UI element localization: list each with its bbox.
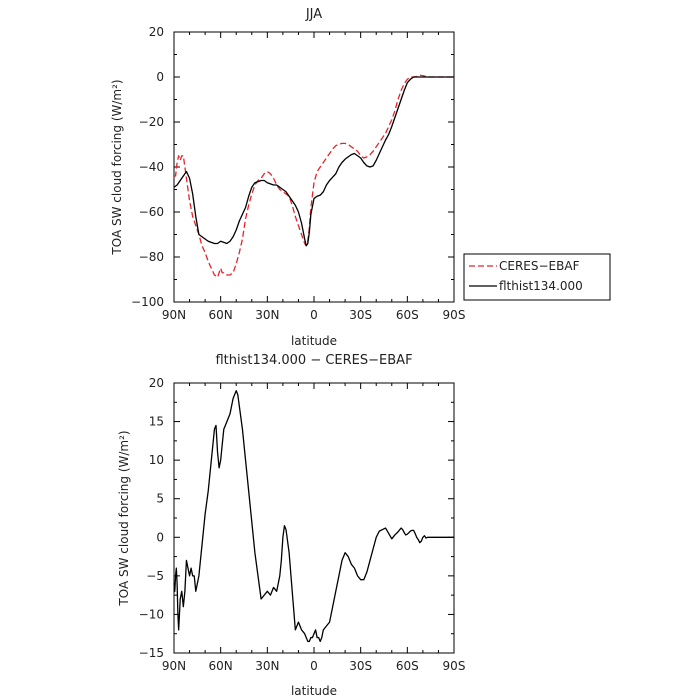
top-chart-title: JJA: [305, 7, 322, 22]
top-x-tick-label: 90S: [443, 308, 466, 322]
bottom-x-tick-label: 90N: [162, 659, 186, 673]
bottom-panel: flthist134.000 − CERES−EBAF 90N 60N 30N 0 30…: [117, 353, 465, 698]
top-x-tick-label: 30N: [255, 308, 279, 322]
top-y-tick-label: 0: [156, 70, 164, 84]
top-series-lines: [173, 74, 454, 278]
legend-box: [463, 253, 611, 301]
top-y-tick-label: −40: [139, 160, 164, 174]
bottom-y-tick-label: 15: [149, 415, 164, 429]
top-x-tick-label: 60S: [396, 308, 419, 322]
top-series-line-flthist134-000: [173, 76, 454, 247]
top-x-axis-label: latitude: [291, 334, 337, 348]
top-x-tick-label: 30S: [349, 308, 372, 322]
bottom-y-tick-label: 10: [149, 453, 164, 467]
top-y-tick-label: −80: [139, 250, 164, 264]
top-series-line-ceres-ebaf: [174, 74, 454, 278]
bottom-y-axis-label: TOA SW cloud forcing (W/m²): [117, 430, 131, 606]
bottom-series-lines: [173, 390, 454, 643]
top-y-tick-label: −100: [131, 295, 164, 309]
top-plot-frame: [173, 31, 455, 303]
bottom-x-tick-label: 30S: [349, 659, 372, 673]
bottom-x-tick-label: 60S: [396, 659, 419, 673]
top-y-tick-label: −20: [139, 115, 164, 129]
bottom-x-tick-label: 30N: [255, 659, 279, 673]
bottom-x-axis-label: latitude: [291, 684, 337, 698]
bottom-x-tick-label: 60N: [209, 659, 233, 673]
top-y-tick-label: 20: [149, 25, 164, 39]
top-x-tick-label: 0: [310, 308, 318, 322]
top-x-tick-label: 90N: [162, 308, 186, 322]
top-x-tick-label: 60N: [209, 308, 233, 322]
bottom-plot-frame: [173, 382, 455, 654]
legend-label-ceres-ebaf: CERES−EBAF: [499, 259, 580, 273]
bottom-series-line-0: [173, 390, 454, 643]
top-axis-ticks: 90N 60N 30N 0 30S 60S 90S 20 0 −20 −40 −60 −80 −100: [131, 25, 465, 322]
bottom-y-tick-label: 20: [149, 376, 164, 390]
bottom-axis-ticks: 90N 60N 30N 0 30S 60S 90S 20 15 10 5 0 −5 −10 −15: [139, 376, 466, 673]
legend: CERES−EBAF flthist134.000: [463, 253, 611, 301]
bottom-x-tick-label: 90S: [443, 659, 466, 673]
bottom-y-tick-label: −10: [139, 607, 164, 621]
top-y-axis-label: TOA SW cloud forcing (W/m²): [110, 79, 124, 255]
bottom-chart-title: flthist134.000 − CERES−EBAF: [215, 353, 412, 368]
top-panel: JJA 90N 60N 30N 0 30S 60S 90S 20 0 −20 −40 −60 −80 −1…: [110, 7, 465, 348]
legend-label-flthist: flthist134.000: [499, 279, 583, 293]
top-y-tick-label: −60: [139, 205, 164, 219]
bottom-y-tick-label: 5: [156, 492, 164, 506]
bottom-y-tick-label: −5: [146, 569, 164, 583]
bottom-y-tick-label: −15: [139, 646, 164, 660]
bottom-y-tick-label: 0: [156, 530, 164, 544]
bottom-x-tick-label: 0: [310, 659, 318, 673]
